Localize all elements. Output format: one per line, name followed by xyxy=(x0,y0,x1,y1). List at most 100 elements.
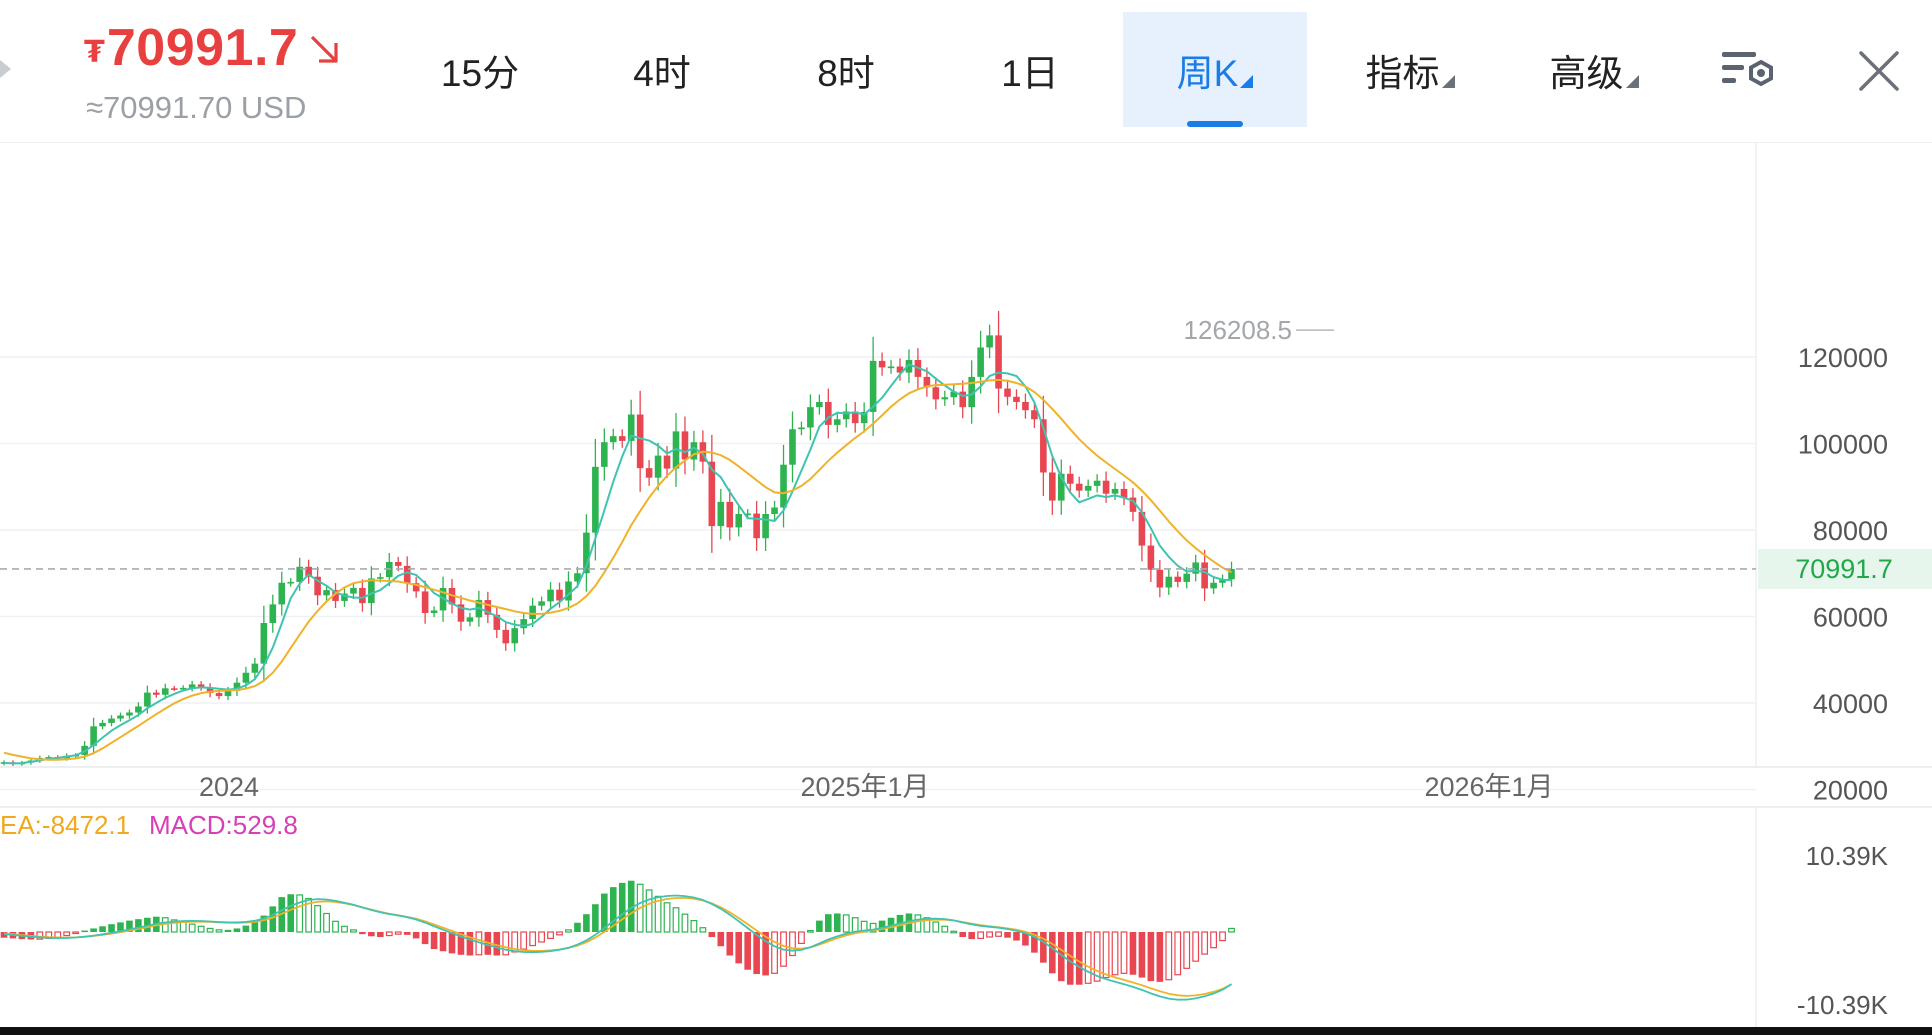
macd-bar xyxy=(878,920,886,932)
price-tick-label: 40000 xyxy=(1813,689,1888,719)
macd-bar xyxy=(1210,931,1218,949)
candle-body xyxy=(1049,472,1056,501)
candle-body xyxy=(851,411,859,424)
macd-bar xyxy=(816,920,823,932)
gridlines xyxy=(0,356,1756,791)
macd-bar xyxy=(1075,932,1083,985)
macd-bar xyxy=(287,894,295,932)
candle-body xyxy=(708,461,716,527)
macd-bar xyxy=(368,932,375,937)
macd-bar xyxy=(806,929,814,933)
candle-body xyxy=(341,593,348,601)
tab-4h[interactable]: 4时 xyxy=(592,12,732,127)
candle-body xyxy=(618,436,626,441)
candle-body xyxy=(377,577,384,579)
candle-body xyxy=(332,590,339,601)
macd-bar xyxy=(99,926,106,932)
dea-legend: EA:-8472.1 xyxy=(0,810,130,840)
macd-bar xyxy=(439,932,447,952)
back-arrow-icon[interactable] xyxy=(0,60,11,78)
candle-body xyxy=(117,715,124,719)
candle-body xyxy=(645,468,653,478)
macd-bar xyxy=(296,894,304,933)
candle-body xyxy=(860,411,868,424)
macd-bar xyxy=(1192,931,1200,962)
dea-line xyxy=(3,896,1232,997)
dropdown-triangle-icon xyxy=(1441,75,1455,88)
tab-indicators[interactable]: 指标 xyxy=(1340,12,1480,127)
candle-body xyxy=(565,581,572,601)
candle-body xyxy=(502,629,510,644)
macd-bar xyxy=(618,882,626,932)
candle-body xyxy=(466,617,474,622)
candle-body xyxy=(242,672,250,683)
current-price-label: 70991.7 xyxy=(1795,554,1893,584)
tab-label: 4时 xyxy=(633,52,691,94)
candle-body xyxy=(520,619,527,629)
macd-bar xyxy=(412,932,420,939)
candle-body xyxy=(816,401,823,408)
candle-body xyxy=(905,360,913,373)
candle-body xyxy=(1183,573,1191,582)
macd-bar xyxy=(269,906,277,932)
macd-bar xyxy=(681,913,689,933)
tab-label: 周K xyxy=(1176,52,1239,94)
macd-bar xyxy=(1013,932,1020,941)
candle-body xyxy=(1138,511,1146,546)
macd-bar xyxy=(1228,927,1235,933)
candle-body xyxy=(681,431,689,460)
candle-body xyxy=(627,414,635,441)
macd-bar xyxy=(744,932,751,970)
candle-body xyxy=(179,687,187,690)
tab-advanced[interactable]: 高级 xyxy=(1524,12,1664,127)
price-display: ₮ 70991.7 xyxy=(84,18,342,78)
macd-bar xyxy=(842,914,850,933)
candle-body xyxy=(1102,480,1110,494)
chart-settings-icon[interactable] xyxy=(1718,44,1780,96)
macd-bar xyxy=(1111,931,1119,976)
candle-body xyxy=(807,407,814,428)
macd-bar xyxy=(717,932,725,947)
macd-bar xyxy=(601,893,608,932)
macd-bar xyxy=(1102,931,1110,979)
macd-bar xyxy=(565,929,572,933)
macd-bar xyxy=(1066,932,1074,985)
tab-1d[interactable]: 1日 xyxy=(960,12,1100,127)
candle-body xyxy=(842,411,850,420)
macd-bar xyxy=(529,931,537,947)
candle-body xyxy=(403,565,411,584)
macd-bar xyxy=(1156,932,1164,982)
time-tick-label: 2026年1月 xyxy=(1424,772,1553,802)
price-tick-label: 80000 xyxy=(1813,516,1888,546)
candle-body xyxy=(1084,485,1092,491)
candle-body xyxy=(887,366,895,369)
candle-body xyxy=(896,366,904,373)
tab-15m[interactable]: 15分 xyxy=(410,12,550,127)
macd-bar xyxy=(789,931,796,957)
macd-bar xyxy=(242,925,250,932)
candle-body xyxy=(1210,582,1217,589)
down-right-arrow-icon xyxy=(311,35,338,63)
tab-8h[interactable]: 8时 xyxy=(776,12,916,127)
candle-body xyxy=(959,391,967,408)
candle-body xyxy=(717,501,725,527)
candle-body xyxy=(1156,569,1164,588)
tab-label: 1日 xyxy=(1001,52,1059,94)
macd-bar xyxy=(135,919,142,932)
close-icon[interactable] xyxy=(1856,48,1902,94)
macd-bar xyxy=(959,932,967,937)
macd-bar xyxy=(1174,931,1182,976)
currency-symbol: ₮ xyxy=(84,34,105,70)
candle-body xyxy=(556,589,563,601)
moving-averages xyxy=(3,363,1232,765)
macd-bar xyxy=(977,931,985,940)
candle-body xyxy=(350,587,357,594)
tab-weekly[interactable]: 周K xyxy=(1123,12,1307,127)
candle-body xyxy=(977,347,984,377)
macd-bar xyxy=(251,922,259,932)
macd-bar xyxy=(224,929,232,932)
candle-body xyxy=(1201,562,1208,589)
macd-bar xyxy=(63,931,71,937)
macd-legend: MACD:529.8 xyxy=(149,810,298,840)
